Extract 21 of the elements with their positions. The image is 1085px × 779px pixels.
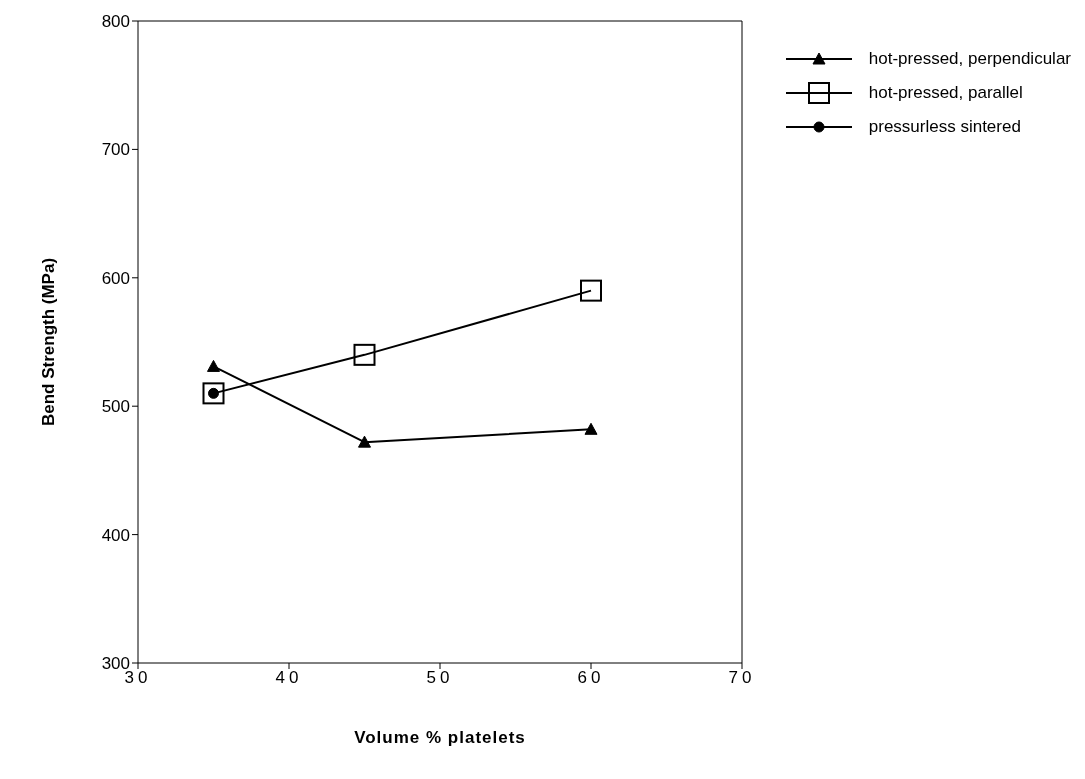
point xyxy=(353,343,376,366)
point xyxy=(202,382,225,405)
y-tick-label: 800 xyxy=(101,12,130,32)
y-tick-label: 500 xyxy=(101,397,130,417)
point xyxy=(358,435,371,448)
y-tick-label: 600 xyxy=(101,268,130,288)
legend-label: hot-pressed, parallel xyxy=(868,83,1023,103)
x-tick-label: 40 xyxy=(275,668,303,688)
legend-label: hot-pressed, perpendicular xyxy=(868,49,1071,69)
y-tick-label: 700 xyxy=(101,140,130,160)
x-tick-label: 60 xyxy=(577,668,605,688)
x-tick-label: 50 xyxy=(426,668,454,688)
legend-label: pressurless sintered xyxy=(868,117,1021,137)
point xyxy=(584,422,598,435)
point xyxy=(207,359,220,372)
point xyxy=(580,279,602,302)
y-axis-title: Bend Strength (MPa) xyxy=(39,257,59,427)
x-tick-label: 70 xyxy=(728,668,756,688)
x-axis-title: Volume % platelets xyxy=(354,728,526,747)
x-tick-label: 30 xyxy=(124,668,152,688)
y-tick-label: 400 xyxy=(101,525,130,545)
